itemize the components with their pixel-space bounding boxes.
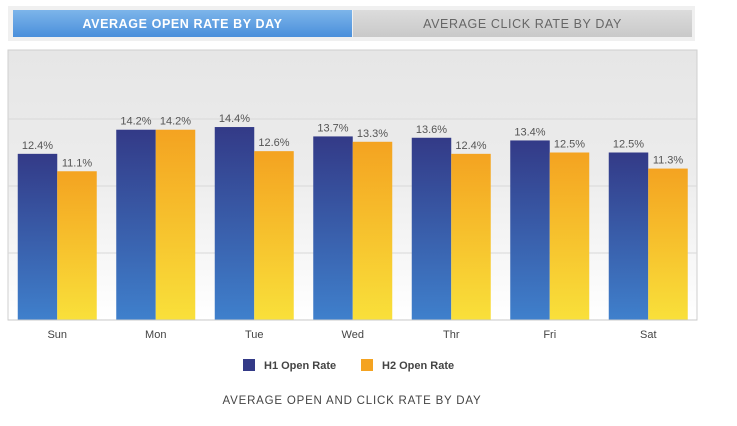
- data-label: 12.6%: [258, 137, 289, 149]
- bar-mon-2: [155, 129, 196, 320]
- data-label: 12.4%: [455, 140, 486, 152]
- legend-swatch: [361, 359, 373, 371]
- data-label: 12.4%: [22, 140, 53, 152]
- x-tick-label: Sat: [640, 329, 657, 341]
- bar-fri-2: [549, 152, 590, 320]
- x-tick-label: Thr: [443, 329, 460, 341]
- legend-label: H1 Open Rate: [264, 360, 336, 372]
- data-label: 14.2%: [120, 116, 151, 128]
- bar-thr-1: [411, 137, 452, 320]
- data-label: 14.4%: [219, 113, 250, 125]
- data-label: 12.5%: [554, 139, 585, 151]
- bar-sat-1: [608, 152, 649, 320]
- chart-title: AVERAGE OPEN AND CLICK RATE BY DAY: [223, 395, 482, 407]
- x-tick-label: Wed: [342, 329, 364, 341]
- bar-wed-2: [352, 141, 393, 320]
- bar-sun-2: [57, 171, 97, 320]
- bar-wed-1: [313, 136, 353, 320]
- data-label: 13.4%: [514, 126, 545, 138]
- bar-sun-1: [17, 153, 58, 320]
- legend-label: H2 Open Rate: [382, 360, 454, 372]
- data-label: 14.2%: [160, 116, 191, 128]
- legend-swatch: [243, 359, 255, 371]
- x-tick-label: Fri: [543, 329, 556, 341]
- tab-bar: AVERAGE OPEN RATE BY DAY AVERAGE CLICK R…: [8, 6, 695, 41]
- data-label: 13.7%: [317, 122, 348, 134]
- x-tick-label: Mon: [145, 329, 166, 341]
- tab-average-click-rate[interactable]: AVERAGE CLICK RATE BY DAY: [353, 10, 692, 37]
- bar-thr-2: [451, 153, 491, 320]
- bar-sat-2: [648, 168, 688, 320]
- x-tick-label: Tue: [245, 329, 264, 341]
- data-label: 12.5%: [613, 139, 644, 151]
- bar-mon-1: [116, 129, 156, 320]
- bar-fri-1: [510, 140, 550, 320]
- data-label: 11.1%: [62, 157, 93, 169]
- data-label: 13.6%: [416, 124, 447, 136]
- data-label: 11.3%: [653, 155, 684, 167]
- data-label: 13.3%: [357, 128, 388, 140]
- bar-tue-2: [254, 151, 294, 320]
- tab-average-open-rate[interactable]: AVERAGE OPEN RATE BY DAY: [13, 10, 352, 37]
- x-tick-label: Sun: [47, 329, 67, 341]
- bar-tue-1: [214, 127, 255, 320]
